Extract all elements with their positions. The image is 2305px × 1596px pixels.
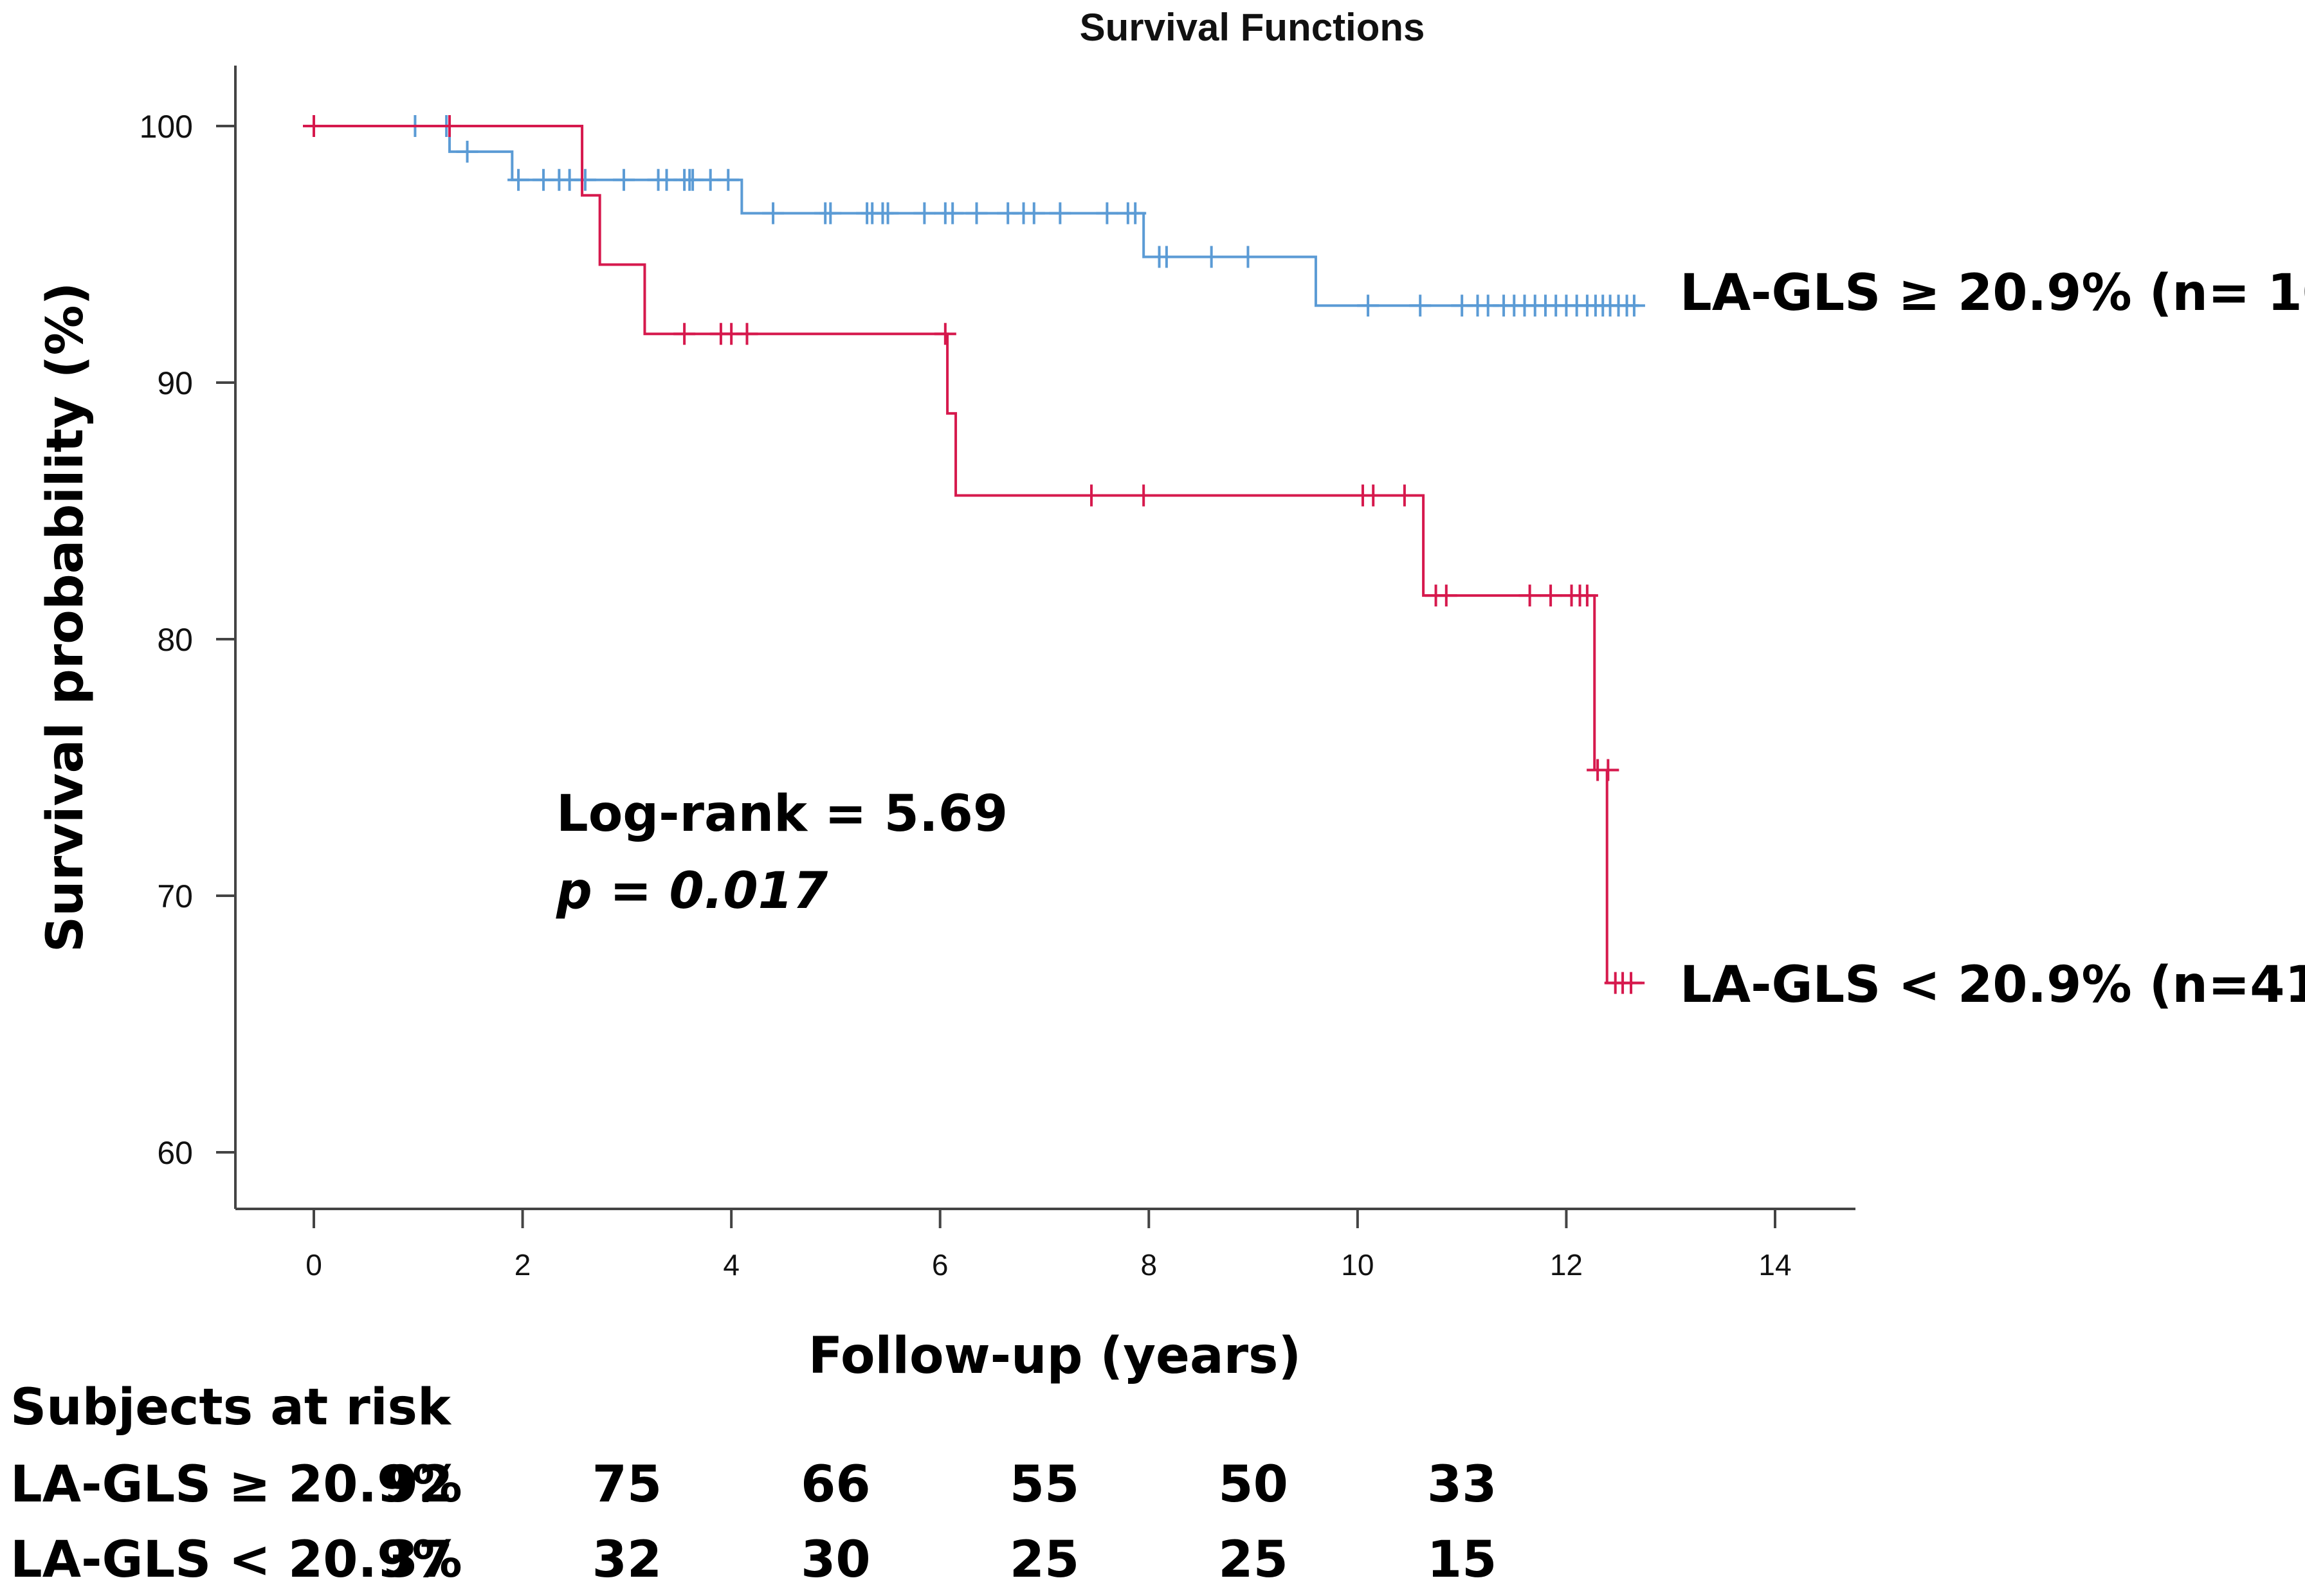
censor-mark (1133, 484, 1155, 507)
censor-mark (1080, 484, 1103, 507)
risk-value: 15 (1427, 1531, 1497, 1589)
censor-mark (1124, 202, 1147, 224)
risk-value: 25 (1010, 1531, 1080, 1589)
censor-mark (1623, 295, 1645, 317)
x-axis-label: Follow-up (years) (808, 1327, 1301, 1385)
x-tick-label: 12 (1550, 1248, 1583, 1282)
censor-mark (762, 202, 785, 224)
censor-mark (1155, 246, 1178, 268)
censor-mark (438, 115, 460, 137)
risk-value: 66 (801, 1456, 871, 1514)
censor-mark (1597, 759, 1619, 781)
risk-value: 75 (592, 1456, 662, 1514)
y-tick-label: 60 (157, 1135, 193, 1171)
y-tick-label: 70 (157, 878, 193, 914)
x-tick-label: 0 (305, 1248, 322, 1282)
x-ticks: 0 2 4 6 8 10 12 14 (305, 1209, 1792, 1282)
censor-mark (942, 202, 964, 224)
censor-mark (574, 168, 596, 191)
censor-mark (1393, 484, 1416, 507)
censor-mark (1237, 246, 1259, 268)
y-ticks: 60 70 80 90 100 (140, 109, 235, 1171)
risk-table: Subjects at risk LA-GLS ≥ 20.9% LA-GLS <… (10, 1379, 1497, 1589)
censor-mark (965, 202, 988, 224)
risk-value: 30 (801, 1531, 871, 1589)
censor-mark (1023, 202, 1045, 224)
axes: 60 70 80 90 100 0 2 4 6 8 10 12 14 (140, 66, 1855, 1282)
risk-table-heading: Subjects at risk (10, 1379, 452, 1437)
risk-row-label-high: LA-GLS ≥ 20.9% (10, 1456, 462, 1514)
censor-mark (1409, 295, 1432, 317)
censor-mark (934, 323, 956, 345)
x-tick-label: 2 (515, 1248, 531, 1282)
censor-mark (717, 168, 740, 191)
x-tick-label: 4 (723, 1248, 740, 1282)
censor-mark (736, 323, 758, 345)
risk-value: 37 (383, 1531, 453, 1589)
censor-mark (1357, 295, 1380, 317)
censor-mark (1540, 585, 1562, 607)
censor-mark (1096, 202, 1118, 224)
x-tick-label: 6 (932, 1248, 949, 1282)
p-value-annotation: p = 0.017 (556, 862, 828, 920)
legend-label-low: LA-GLS < 20.9% (n=41) (1680, 956, 2305, 1014)
risk-value: 33 (1427, 1456, 1497, 1514)
risk-value: 25 (1218, 1531, 1288, 1589)
censor-mark (507, 168, 530, 191)
censor-mark (1518, 585, 1541, 607)
risk-values: 92 75 66 55 50 33 37 32 30 25 25 15 (383, 1456, 1497, 1589)
x-tick-label: 8 (1140, 1248, 1157, 1282)
censor-mark (1200, 246, 1223, 268)
x-tick-label: 14 (1758, 1248, 1791, 1282)
risk-value: 32 (592, 1531, 662, 1589)
censor-mark (819, 202, 842, 224)
censor-mark (877, 202, 899, 224)
censor-mark (1435, 585, 1457, 607)
x-tick-label: 10 (1341, 1248, 1374, 1282)
survival-curve-low (314, 125, 1645, 984)
risk-row-label-low: LA-GLS < 20.9% (10, 1531, 462, 1589)
chart-title: Survival Functions (1080, 6, 1425, 49)
risk-value: 50 (1218, 1456, 1288, 1514)
censor-mark (1049, 202, 1071, 224)
y-axis-label: Survival probability (%) (37, 282, 95, 952)
y-tick-label: 100 (140, 109, 193, 145)
censor-mark (456, 140, 478, 163)
risk-value: 92 (383, 1456, 453, 1514)
risk-value: 55 (1010, 1456, 1080, 1514)
censor-mark (1362, 484, 1385, 507)
censor-mark (673, 323, 696, 345)
logrank-annotation: Log-rank = 5.69 (556, 785, 1008, 843)
censor-mark (612, 168, 635, 191)
censor-mark (303, 115, 325, 137)
censor-mark (1620, 972, 1643, 994)
y-tick-label: 90 (157, 365, 193, 401)
survival-curves (303, 115, 1645, 994)
legend-label-high: LA-GLS ≥ 20.9% (n= 101) (1680, 264, 2305, 322)
censor-mark (913, 202, 936, 224)
censor-mark (1576, 585, 1598, 607)
survival-curve-high (314, 125, 1640, 307)
y-tick-label: 80 (157, 622, 193, 658)
